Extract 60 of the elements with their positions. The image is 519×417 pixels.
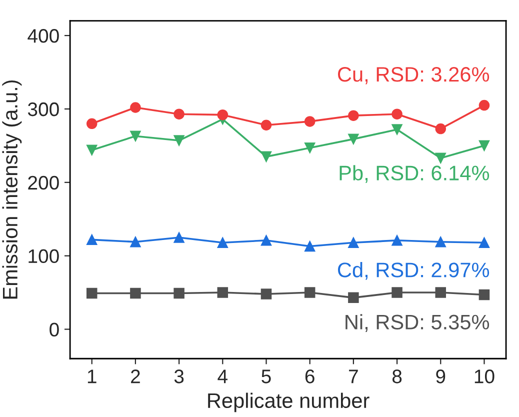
- point: [348, 134, 359, 144]
- point: [260, 288, 272, 300]
- point: [348, 237, 359, 248]
- x-tick-label: 4: [218, 370, 228, 384]
- point: [348, 292, 359, 304]
- point: [130, 288, 141, 299]
- x-tick-label: 1: [88, 370, 96, 384]
- y-tick-label: 200: [28, 176, 59, 190]
- point: [217, 237, 228, 248]
- point: [217, 109, 228, 120]
- x-tick-label: 2: [131, 370, 140, 384]
- point: [435, 287, 446, 298]
- point: [174, 232, 184, 243]
- x-tick-label: 10: [474, 370, 494, 384]
- y-tick-label: 100: [28, 249, 59, 264]
- point: [260, 151, 272, 162]
- point: [86, 234, 98, 246]
- point: [130, 102, 141, 113]
- y-tick-label: 300: [28, 102, 59, 116]
- point: [478, 100, 490, 111]
- point: [174, 108, 184, 120]
- point: [217, 287, 228, 298]
- point: [174, 135, 184, 146]
- point: [86, 118, 98, 130]
- point: [435, 152, 446, 164]
- point: [130, 236, 141, 248]
- x-tick-label: 7: [349, 370, 358, 384]
- point: [478, 140, 490, 152]
- point: [392, 235, 402, 246]
- point: [86, 288, 98, 299]
- point: [435, 236, 446, 248]
- x-tick-label: 9: [436, 370, 446, 384]
- y-tick-label: 400: [28, 29, 59, 43]
- x-axis-title: Replicate number: [208, 392, 370, 412]
- y-axis-title: Emission intensity (a.u.): [2, 80, 22, 299]
- series-label: Cu, RSD: 3.26%: [338, 66, 490, 84]
- point: [304, 116, 316, 127]
- y-tick-label: 0: [50, 322, 59, 336]
- x-tick-label: 8: [392, 370, 402, 384]
- point: [304, 287, 316, 298]
- point: [435, 123, 446, 134]
- point: [478, 289, 490, 300]
- point: [130, 130, 141, 142]
- series-label: Cd, RSD: 2.97%: [338, 262, 490, 280]
- point: [86, 144, 98, 156]
- point: [392, 108, 402, 120]
- point: [174, 288, 184, 299]
- x-tick-label: 3: [174, 370, 184, 384]
- point: [478, 237, 490, 248]
- point: [260, 235, 272, 246]
- series-label: Pb, RSD: 6.14%: [340, 165, 490, 183]
- point: [304, 142, 316, 154]
- point: [260, 120, 272, 130]
- point: [348, 110, 359, 121]
- point: [392, 124, 402, 135]
- series-label: Ni, RSD: 5.35%: [346, 314, 490, 332]
- point: [304, 240, 316, 252]
- point: [392, 287, 402, 298]
- x-tick-label: 6: [305, 370, 314, 384]
- x-tick-label: 5: [262, 370, 271, 384]
